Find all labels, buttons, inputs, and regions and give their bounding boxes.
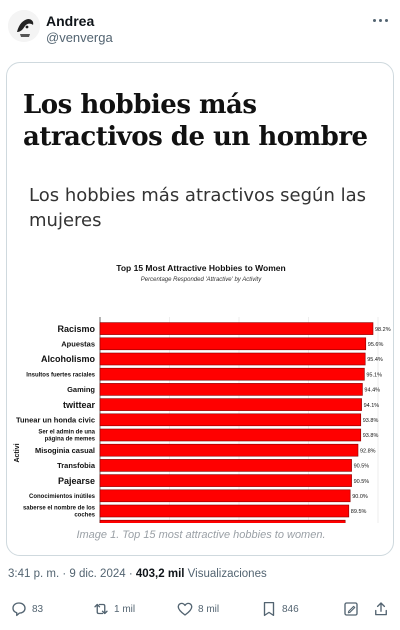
avatar-sketch-icon — [8, 10, 40, 42]
category-label: Gaming — [67, 385, 95, 394]
repost-icon — [94, 603, 108, 615]
bar — [99, 337, 367, 351]
bar — [99, 459, 352, 472]
post-time[interactable]: 3:41 p. m. — [8, 568, 60, 580]
image-headline: Los hobbies más atractivos de un hombre — [23, 90, 368, 152]
bar — [99, 398, 362, 411]
bar-value-label: 95.4% — [367, 357, 383, 363]
category-label: saberse el nombre de los — [23, 506, 96, 512]
bar-value-label: 95.1% — [366, 372, 382, 378]
action-bar: 83 1 mil 8 mil 846 — [0, 596, 400, 624]
chart-subtitle: Percentage Responded 'Attractive' by Act… — [141, 277, 262, 283]
bookmark-button[interactable]: 846 — [260, 600, 299, 618]
reply-count: 83 — [32, 603, 44, 615]
like-count: 8 mil — [198, 603, 220, 615]
edit-button[interactable] — [342, 600, 360, 618]
category-label: Transfobia — [57, 461, 96, 470]
chart-title: Top 15 Most Attractive Hobbies to Women — [116, 263, 285, 273]
bar — [99, 352, 366, 366]
views-count: 403,2 mil — [135, 568, 185, 580]
edit-icon — [344, 602, 358, 616]
reply-button[interactable]: 83 — [10, 600, 43, 618]
bar-value-label: 94.4% — [364, 388, 380, 394]
bookmark-icon — [263, 601, 275, 617]
image-caption: Image 1. Top 15 most attractive hobbies … — [76, 529, 326, 541]
reply-icon — [12, 602, 26, 617]
bar-value-label: 94.1% — [364, 403, 380, 409]
more-icon — [372, 18, 376, 22]
post-media-image[interactable]: Los hobbies más atractivos de un hombre … — [6, 62, 394, 556]
like-button[interactable]: 8 mil — [176, 600, 219, 618]
bar-value-label: 90.5% — [354, 464, 370, 470]
category-label: página de memes — [45, 437, 96, 443]
bar-value-label: 98.2% — [375, 327, 391, 333]
bar — [99, 413, 362, 427]
bar-value-label: 90.5% — [354, 479, 370, 485]
bar-value-label: 95.6% — [368, 342, 384, 348]
category-label: ver furbo — [56, 521, 96, 523]
category-label: Insultos fuertes raciales — [26, 372, 95, 378]
bar — [99, 474, 352, 487]
bar-value-label: 93.8% — [363, 433, 379, 439]
bar-value-label: 92.8% — [360, 448, 376, 454]
category-label: Racismo — [57, 324, 95, 334]
bar-value-label: 93.8% — [363, 418, 379, 424]
bar — [99, 519, 346, 523]
category-label: coches — [74, 513, 95, 519]
share-icon — [375, 602, 387, 616]
category-label: Pajearse — [58, 476, 95, 486]
bar — [99, 383, 363, 396]
bar-chart: Top 15 Most Attractive Hobbies to Women P… — [14, 263, 391, 523]
category-label: Ser el admin de una — [38, 430, 95, 436]
repost-button[interactable]: 1 mil — [92, 600, 135, 618]
category-label: twittear — [63, 400, 96, 410]
y-axis-label: Activi — [14, 443, 21, 462]
post-date[interactable]: 9 dic. 2024 — [69, 568, 126, 580]
category-label: Tunear un honda civic — [16, 415, 95, 424]
bar-value-label: 90.0% — [352, 494, 368, 500]
author-name[interactable]: Andrea — [46, 13, 95, 29]
bar — [99, 428, 362, 442]
avatar[interactable] — [8, 10, 40, 42]
category-label: Apuestas — [61, 339, 95, 348]
bar — [99, 489, 351, 503]
repost-count: 1 mil — [114, 603, 136, 615]
like-icon — [177, 602, 193, 616]
share-button[interactable] — [372, 600, 390, 618]
category-label: Misoginia casual — [35, 446, 95, 455]
image-subheadline: Los hobbies más atractivos según las muj… — [29, 185, 366, 231]
bar — [99, 504, 350, 518]
post-header: Andrea @venverga — [8, 8, 392, 48]
bar — [99, 443, 359, 457]
views-label: Visualizaciones — [187, 568, 267, 580]
category-label: Alcoholismo — [41, 354, 96, 364]
bookmark-count: 846 — [282, 603, 299, 615]
bar — [99, 322, 374, 335]
category-label: Conocimientos inútiles — [29, 494, 96, 500]
author-handle[interactable]: @venverga — [46, 30, 113, 45]
bar — [99, 367, 365, 381]
more-options-button[interactable] — [370, 12, 390, 28]
bar-value-label: 89.5% — [351, 509, 367, 515]
post-meta: 3:41 p. m. · 9 dic. 2024 · 403,2 mil Vis… — [8, 568, 267, 580]
